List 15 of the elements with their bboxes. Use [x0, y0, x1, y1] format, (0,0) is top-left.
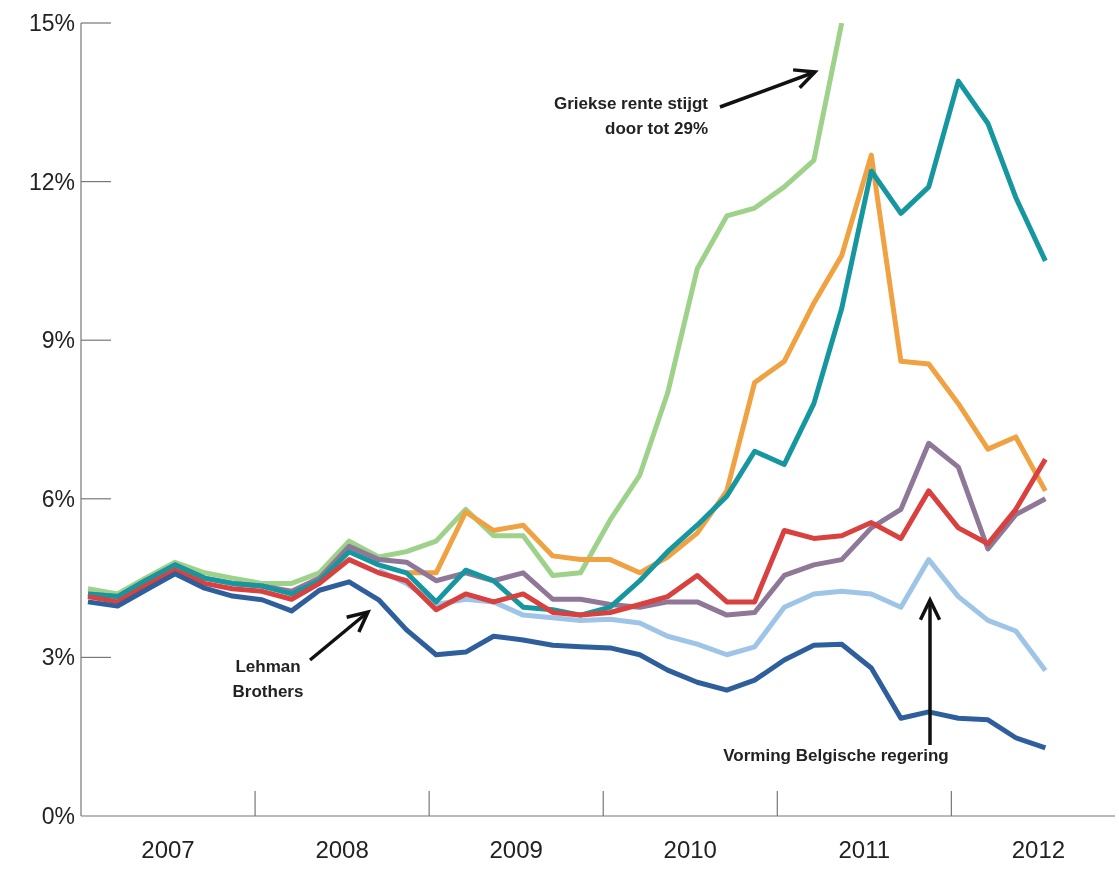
y-tick-label: 12% — [28, 168, 75, 195]
y-tick-label: 3% — [41, 644, 75, 671]
x-tick-label: 2012 — [1011, 836, 1066, 863]
x-tick-label: 2011 — [838, 836, 891, 863]
annotation: Lehman Brothers — [232, 657, 304, 701]
annotation: Griekse rente stijgt door tot 29% — [553, 94, 709, 138]
y-tick-label: 9% — [41, 327, 75, 354]
x-tick-label: 2007 — [141, 836, 195, 863]
x-tick-label: 2009 — [489, 836, 543, 863]
x-tick-label: 2010 — [663, 836, 717, 863]
y-tick-label: 6% — [41, 485, 75, 512]
x-tick-label: 2008 — [315, 836, 369, 863]
y-tick-label: 0% — [41, 803, 75, 829]
y-tick-label: 15% — [28, 10, 75, 36]
annotation: Vorming Belgische regering — [723, 746, 949, 765]
